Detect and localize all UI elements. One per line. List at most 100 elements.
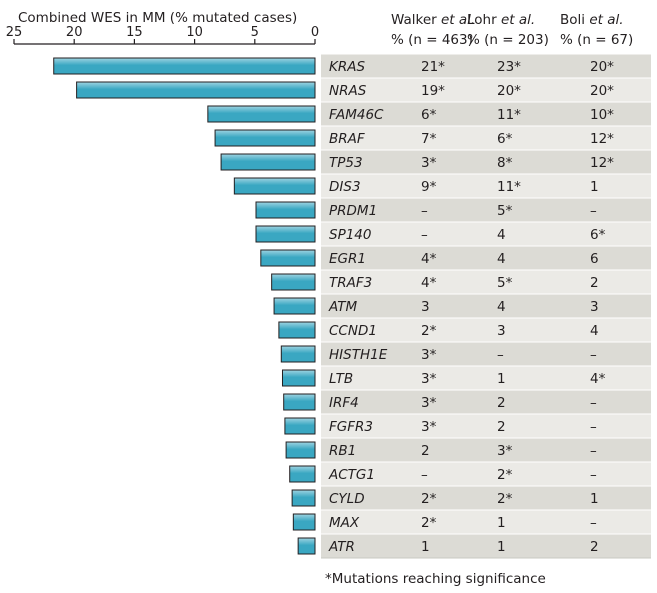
table-row: [321, 78, 651, 102]
table-cell: 3*: [497, 443, 513, 459]
table-cell: 6: [590, 251, 599, 267]
table-row: [321, 174, 651, 198]
x-tick-label: 10: [186, 25, 203, 40]
gene-label: IRF4: [329, 395, 359, 411]
table-cell: 2: [590, 539, 599, 555]
bar-braf: [214, 129, 316, 147]
bar-cyld: [291, 489, 316, 507]
table-cell: 2*: [497, 467, 513, 483]
table-row: [321, 366, 651, 390]
table-cell: 2*: [421, 323, 437, 339]
table-cell: –: [421, 203, 428, 219]
bar-max: [292, 513, 316, 531]
table-header: Walker et al. % (n = 463) Lohr et al. % (n …: [391, 12, 633, 48]
table-cell: 3*: [421, 419, 437, 435]
bar-traf3: [271, 273, 316, 291]
table-cell: –: [497, 347, 504, 363]
table-cell: 6*: [497, 131, 513, 147]
table-cell: 10*: [590, 107, 614, 123]
table-cell: 4: [497, 299, 506, 315]
table-cell: –: [590, 515, 597, 531]
table-cell: 21*: [421, 59, 445, 75]
bar-tp53: [220, 153, 316, 171]
table-row: [321, 246, 651, 270]
table-cell: 4*: [590, 371, 606, 387]
gene-label: ATM: [328, 299, 357, 315]
table-cell: 4: [590, 323, 599, 339]
column-header-n: % (n = 67): [560, 32, 633, 48]
table-row: [321, 318, 651, 342]
table-row: [321, 198, 651, 222]
x-tick-label: 25: [6, 25, 23, 40]
table-cell: 2*: [497, 491, 513, 507]
table-row: [321, 486, 651, 510]
gene-label: BRAF: [329, 131, 365, 147]
gene-label: FGFR3: [329, 419, 373, 435]
table-cell: 4: [497, 227, 506, 243]
bar-fam46c: [207, 105, 316, 123]
table-row: [321, 222, 651, 246]
table-cell: 1: [590, 491, 599, 507]
gene-label: ATR: [328, 539, 355, 555]
gene-label: CCND1: [329, 323, 377, 339]
table-cell: 1: [590, 179, 599, 195]
table-row: [321, 462, 651, 486]
table-cell: 2*: [421, 515, 437, 531]
gene-label: FAM46C: [329, 107, 384, 123]
bar-prdm1: [255, 201, 316, 219]
table-row: [321, 510, 651, 534]
gene-label: LTB: [329, 371, 353, 387]
table-cell: 4: [497, 251, 506, 267]
bar-nras: [76, 81, 316, 99]
column-header-author: Lohr et al.: [467, 12, 535, 28]
table-cell: 8*: [497, 155, 513, 171]
gene-label: ACTG1: [328, 467, 375, 483]
table-row: [321, 102, 651, 126]
table-cell: 3: [421, 299, 430, 315]
table-cell: 3: [590, 299, 599, 315]
x-tick-label: 0: [311, 25, 319, 40]
table-cell: 6*: [421, 107, 437, 123]
table-cell: 2: [421, 443, 430, 459]
gene-label: SP140: [329, 227, 371, 243]
gene-label: EGR1: [329, 251, 366, 267]
bar-ltb: [281, 369, 316, 387]
table-cell: 12*: [590, 131, 614, 147]
bar-kras: [53, 57, 316, 75]
table-rows: KRAS 21* 23* 20*NRAS 19* 20* 20*FAM46C 6* 11* 10*…: [321, 54, 651, 559]
bar-egr1: [260, 249, 316, 267]
table-cell: 2*: [421, 491, 437, 507]
bar-dis3: [233, 177, 316, 195]
gene-label: NRAS: [329, 83, 367, 99]
table-cell: 20*: [590, 83, 614, 99]
table-cell: 19*: [421, 83, 445, 99]
table-cell: 3*: [421, 371, 437, 387]
bar-sp140: [255, 225, 316, 243]
table-cell: 5*: [497, 275, 513, 291]
table-row: [321, 270, 651, 294]
bar-irf4: [283, 393, 316, 411]
table-cell: 20*: [590, 59, 614, 75]
column-header-author: Boli et al.: [560, 12, 624, 28]
table-cell: 3: [497, 323, 506, 339]
bar-ccnd1: [278, 321, 316, 339]
table-cell: 2: [497, 419, 506, 435]
gene-label: KRAS: [329, 59, 365, 75]
gene-label: HISTH1E: [329, 347, 388, 363]
bar-histh1e: [280, 345, 316, 363]
table-cell: 1: [497, 539, 506, 555]
table-cell: 3*: [421, 395, 437, 411]
gene-label: DIS3: [329, 179, 361, 195]
bar-fgfr3: [284, 417, 316, 435]
table-row: [321, 534, 651, 558]
table-row: [321, 54, 651, 78]
x-tick-label: 20: [66, 25, 83, 40]
table-row: [321, 414, 651, 438]
column-header-author: Walker et al.: [391, 12, 475, 28]
gene-label: PRDM1: [329, 203, 377, 219]
gene-label: TP53: [329, 155, 363, 171]
table-cell: 1: [497, 515, 506, 531]
table-cell: 2: [497, 395, 506, 411]
table-cell: 4*: [421, 251, 437, 267]
